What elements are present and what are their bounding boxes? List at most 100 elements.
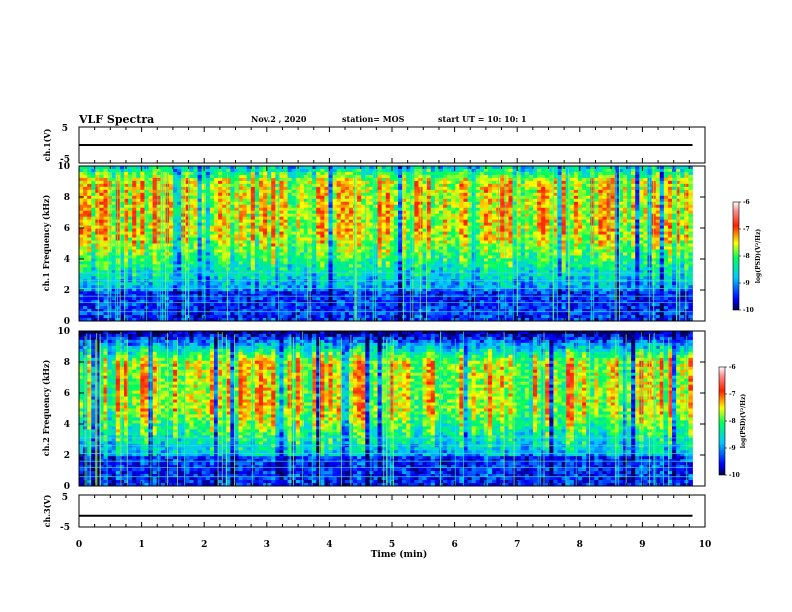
spectrogram-cell [389, 225, 395, 229]
spectrogram-cell [659, 249, 665, 253]
spectrogram-cell [234, 219, 239, 224]
spectrogram-cell [614, 246, 620, 250]
spectrogram-cell [590, 177, 595, 182]
spectrogram-cell [238, 255, 243, 259]
spectrogram-cell [238, 216, 243, 221]
spectrogram-cell [103, 261, 109, 265]
spectrogram-cell [414, 210, 419, 215]
spectrogram-cell [451, 189, 456, 194]
spectrogram-cell [148, 243, 154, 247]
spectrogram-cell [422, 195, 428, 200]
spectrogram-cell [185, 174, 190, 179]
spectrogram-cell [561, 189, 567, 194]
spectrogram-cell [295, 180, 301, 185]
spectrogram-cell [606, 240, 612, 244]
spectrogram-cell [263, 177, 268, 182]
spectrogram-cell [684, 213, 689, 218]
spectrogram-cell [537, 225, 542, 229]
spectrogram-cell [389, 261, 395, 265]
spectrogram-cell [680, 192, 685, 197]
spectrogram-cell [291, 207, 297, 212]
spectrogram-cell [193, 183, 199, 188]
spectrogram-cell [676, 222, 681, 227]
spectrogram-cell [479, 192, 485, 197]
spectrogram-cell [287, 192, 293, 197]
spectrogram-cell [328, 171, 333, 176]
spectrogram-cell [663, 255, 669, 259]
spectrogram-cell [185, 225, 190, 229]
spectrogram-cell [132, 225, 137, 229]
spectrogram-cell [111, 210, 117, 215]
spectrogram-cell [508, 195, 513, 200]
spectrogram-cell [508, 216, 513, 221]
spectrogram-cell [230, 204, 235, 209]
spectrogram-cell [475, 258, 481, 262]
spectrogram-cell [602, 180, 607, 185]
spectrogram-cell [242, 201, 248, 206]
spectrogram-cell [492, 210, 497, 215]
spectrogram-cell [316, 207, 321, 212]
spectrogram-cell [205, 168, 211, 173]
spectrogram-cell [275, 180, 280, 185]
spectrogram-cell [160, 213, 166, 218]
spectrogram-cell [156, 255, 162, 259]
spectrogram-cell [610, 189, 616, 194]
spectrogram-cell [627, 231, 632, 235]
spectrogram-cell [87, 222, 92, 227]
spectrogram-cell [160, 258, 166, 262]
spectrogram-cell [336, 216, 342, 221]
spectrogram-cell [479, 252, 485, 256]
spectrogram-cell [684, 204, 689, 209]
spectrogram-cell [561, 249, 567, 253]
spectrogram-cell [361, 237, 366, 241]
spectrogram-cell [328, 228, 333, 232]
spectrogram-cell [549, 189, 554, 194]
spectrogram-cell [426, 240, 432, 244]
spectrogram-cell [324, 177, 329, 182]
spectrogram-cell [582, 228, 587, 232]
spectrogram-cell [430, 177, 436, 182]
spectrogram-cell [676, 207, 681, 212]
spectrogram-cell [267, 258, 272, 262]
spectrogram-cell [132, 180, 137, 185]
spectrogram-cell [230, 225, 235, 229]
spectrogram-cell [398, 174, 403, 179]
spectrogram-cell [185, 192, 190, 197]
spectrogram-cell [459, 222, 464, 227]
spectrogram-cell [83, 255, 88, 259]
spectrogram-cell [684, 258, 689, 262]
spectrogram-cell [246, 174, 252, 179]
spectrogram-cell [119, 246, 125, 250]
spectrogram-cell [598, 189, 603, 194]
spectrogram-cell [590, 201, 595, 206]
spectrogram-cell [414, 177, 419, 182]
spectrogram-cell [369, 207, 374, 212]
spectrogram-cell [299, 240, 305, 244]
spectrogram-cell [483, 246, 489, 250]
spectrogram-cell [520, 216, 526, 221]
spectrogram-cell [598, 252, 603, 256]
spectrogram-cell [655, 186, 661, 191]
spectrogram-cell [418, 198, 423, 203]
spectrogram-cell [479, 198, 485, 203]
spectrogram-cell [123, 210, 129, 215]
spectrogram-cell [254, 201, 260, 206]
spectrogram-cell [451, 195, 456, 200]
spectrogram-cell [181, 198, 186, 203]
spectrogram-cell [487, 186, 493, 191]
spectrogram-cell [557, 237, 562, 241]
spectrogram-cell [598, 166, 603, 170]
spectrogram-cell [614, 240, 620, 244]
spectrogram-cell [340, 252, 346, 256]
spectrogram-cell [267, 252, 272, 256]
spectrogram-cell [119, 198, 125, 203]
spectrogram-cell [222, 192, 227, 197]
spectrogram-cell [267, 195, 272, 200]
spectrogram-cell [267, 180, 272, 185]
spectrogram-cell [573, 234, 579, 238]
spectrogram-cell [512, 180, 518, 185]
spectrogram-cell [676, 240, 681, 244]
spectrogram-cell [430, 225, 436, 229]
spectrogram-cell [340, 171, 346, 176]
spectrogram-cell [246, 258, 252, 262]
